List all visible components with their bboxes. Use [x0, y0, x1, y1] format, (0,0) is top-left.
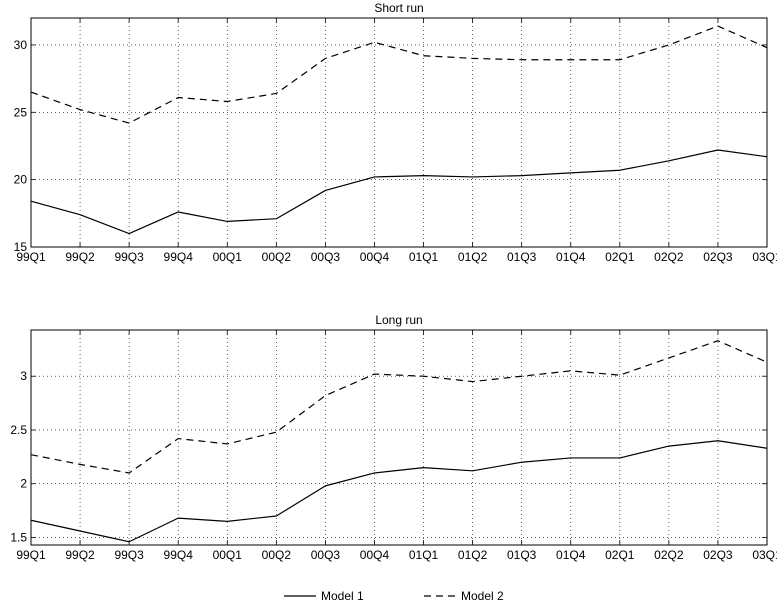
x-tick-label: 02Q2 — [654, 548, 684, 562]
x-tick-label: 01Q1 — [409, 548, 439, 562]
x-tick-label: 99Q4 — [164, 548, 194, 562]
x-tick-label: 00Q2 — [262, 250, 292, 264]
x-tick-label: 01Q1 — [409, 250, 439, 264]
legend: Model 1 Model 2 — [284, 589, 504, 603]
x-tick-label: 00Q4 — [360, 548, 390, 562]
x-tick-label: 99Q3 — [114, 250, 144, 264]
x-tick-label: 99Q2 — [65, 250, 95, 264]
y-tick-label: 30 — [14, 38, 28, 52]
panel-title: Long run — [375, 313, 422, 327]
x-tick-label: 99Q1 — [16, 250, 46, 264]
x-tick-label: 02Q3 — [703, 250, 733, 264]
x-tick-label: 01Q2 — [458, 548, 488, 562]
x-tick-label: 01Q2 — [458, 250, 488, 264]
x-tick-label: 00Q2 — [262, 548, 292, 562]
x-tick-label: 99Q3 — [114, 548, 144, 562]
plot-frame — [30, 17, 768, 248]
x-tick-label: 99Q4 — [164, 250, 194, 264]
x-tick-label: 02Q1 — [605, 250, 635, 264]
x-tick-label: 00Q1 — [213, 250, 243, 264]
x-tick-label: 02Q1 — [605, 548, 635, 562]
y-tick-label: 15 — [14, 240, 28, 254]
x-tick-label: 02Q2 — [654, 250, 684, 264]
x-tick-label: 99Q1 — [16, 548, 46, 562]
y-tick-label: 25 — [14, 105, 28, 119]
x-tick-label: 01Q3 — [507, 548, 537, 562]
series-line-model-1 — [30, 149, 768, 235]
x-tick-label: 00Q4 — [360, 250, 390, 264]
legend-label-model-2: Model 2 — [461, 589, 504, 603]
plot-frame — [30, 329, 768, 546]
series-line-model-2 — [30, 25, 768, 124]
series-line-model-1 — [30, 440, 768, 543]
y-tick-label: 1.5 — [10, 530, 27, 544]
x-tick-label: 00Q3 — [311, 250, 341, 264]
y-tick-label: 2 — [20, 477, 27, 491]
x-tick-label: 00Q1 — [213, 548, 243, 562]
panel-title: Short run — [374, 1, 423, 15]
x-tick-label: 02Q3 — [703, 548, 733, 562]
series-line-model-2 — [30, 340, 768, 474]
x-tick-label: 01Q3 — [507, 250, 537, 264]
x-tick-label: 99Q2 — [65, 548, 95, 562]
short-run-panel: Short run 99Q1 99Q2 99Q3 99Q4 00Q1 00Q2 00Q3 00Q… — [14, 1, 777, 264]
y-tick-label: 2.5 — [10, 423, 27, 437]
x-tick-label: 01Q4 — [556, 548, 586, 562]
legend-label-model-1: Model 1 — [321, 589, 364, 603]
x-tick-label: 01Q4 — [556, 250, 586, 264]
x-tick-label: 00Q3 — [311, 548, 341, 562]
y-tick-label: 20 — [14, 173, 28, 187]
long-run-panel: Long run 99Q1 99Q2 99Q3 99Q4 00Q1 00Q2 00Q3 00Q4… — [10, 313, 777, 562]
y-tick-label: 3 — [20, 369, 27, 383]
